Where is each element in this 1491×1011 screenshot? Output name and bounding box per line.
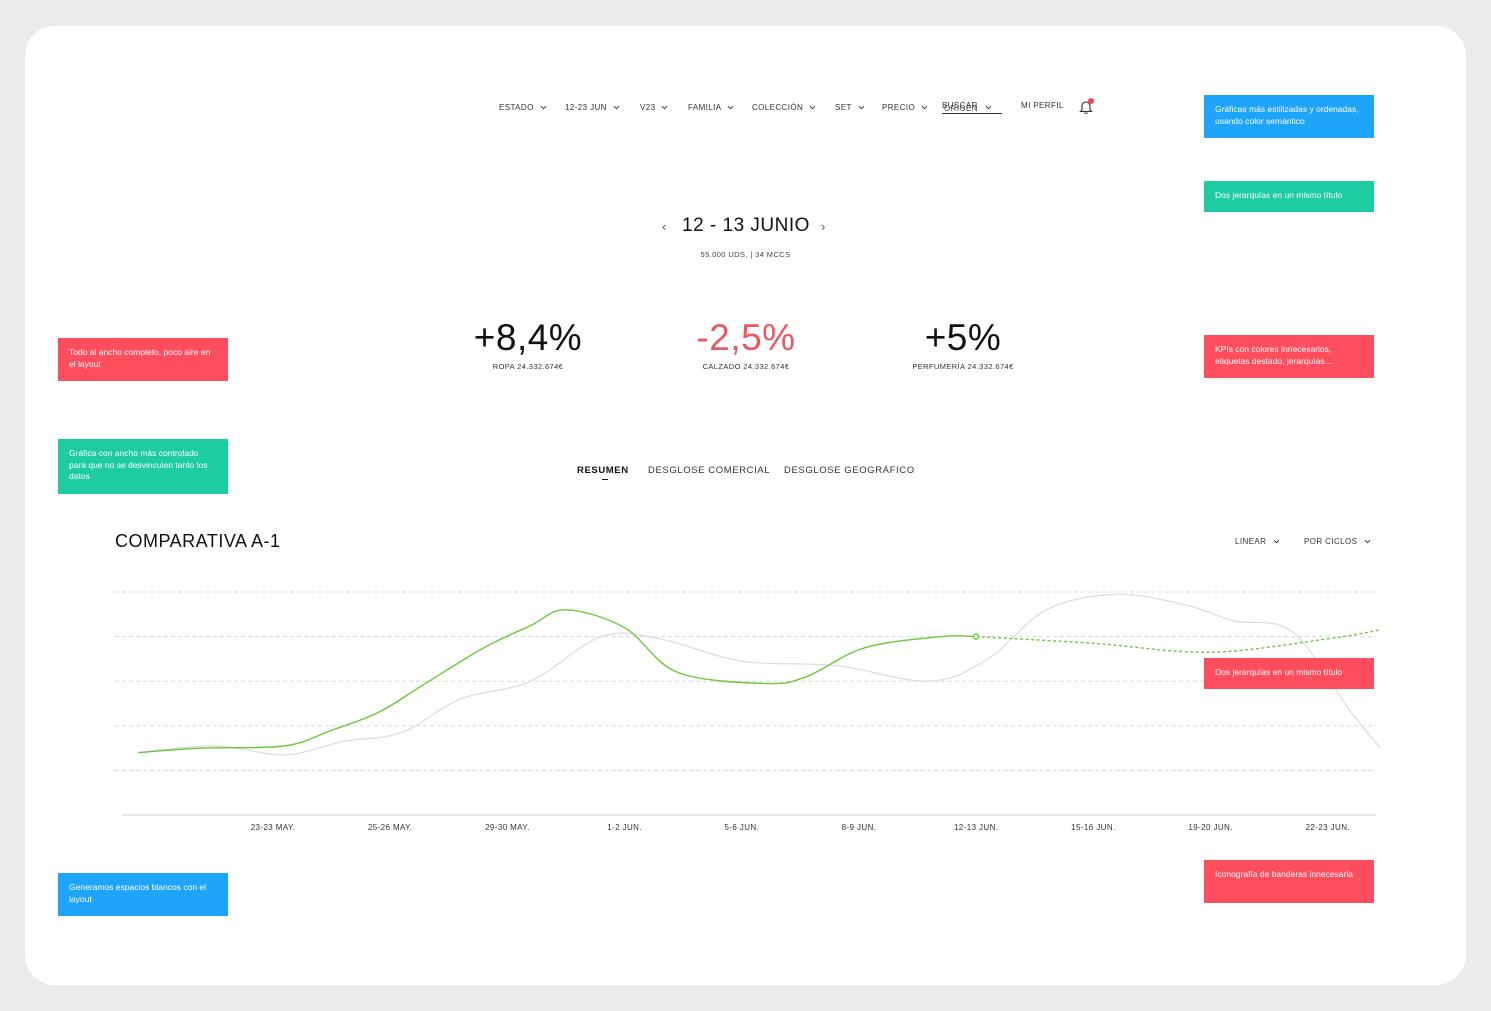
chevron-down-icon — [808, 103, 817, 112]
chevron-down-icon — [857, 103, 866, 112]
search-placeholder: BUSCAR — [942, 101, 978, 110]
chevron-down-icon — [1363, 537, 1372, 546]
cycle-dropdown[interactable]: POR CICLOS — [1304, 537, 1372, 546]
series-line-current_projection — [976, 629, 1381, 653]
x-tick-label: 25-26 MAY. — [368, 823, 413, 832]
filter-fecha-label: 12-23 JUN — [565, 103, 607, 112]
prev-date-button[interactable]: ‹ — [662, 219, 667, 234]
filter-precio-label: PRECIO — [882, 103, 916, 112]
chevron-down-icon — [1272, 537, 1281, 546]
chart-title: COMPARATIVA A-1 — [115, 531, 281, 551]
chevron-down-icon — [612, 103, 621, 112]
x-tick-label: 19-20 JUN. — [1188, 823, 1232, 832]
x-tick-label: 23-23 MAY. — [251, 823, 296, 832]
kpi-value: -2,5% — [696, 317, 796, 358]
filter-familia-label: FAMILIA — [688, 103, 722, 112]
note-ancho-controlado: Gráfica con ancho más controlado para qu… — [58, 439, 228, 494]
kpi-ropa: +8,4% ROPA 24.332.674€ — [428, 317, 628, 371]
filter-coleccion[interactable]: COLECCIÓN — [752, 103, 817, 112]
tab-desglose-geografico[interactable]: DESGLOSE GEOGRÁFICO — [784, 465, 915, 476]
filter-origen-label: ORIGEN — [944, 104, 978, 113]
x-tick-label: 8-9 JUN. — [842, 823, 877, 832]
kpi-value: +8,4% — [473, 317, 583, 358]
filter-coleccion-label: COLECCIÓN — [752, 103, 804, 112]
x-tick-labels: 23-23 MAY. 25-26 MAY. 29-30 MAY. 1-2 JUN. 5-… — [251, 823, 1350, 832]
chevron-down-icon — [660, 103, 669, 112]
bell-icon[interactable] — [1079, 98, 1095, 114]
kpi-value: +5% — [924, 317, 1002, 358]
x-tick-label: 12-13 JUN. — [954, 823, 998, 832]
active-tab-indicator — [602, 479, 608, 480]
kpi-label: PERFUMERÍA 24.332.674€ — [912, 362, 1014, 371]
tab-resumen[interactable]: RESUMEN — [577, 465, 629, 476]
cycle-dropdown-label: POR CICLOS — [1304, 537, 1358, 546]
notification-dot — [1088, 98, 1094, 104]
series-line-current — [138, 609, 977, 754]
filter-set-label: SET — [835, 103, 852, 112]
chevron-down-icon — [539, 103, 548, 112]
current-point-marker[interactable] — [973, 633, 980, 640]
filter-temporada[interactable]: V23 — [640, 103, 669, 112]
search-input[interactable]: BUSCAR ORIGEN — [942, 100, 1002, 114]
note-kpis: KPIs con colores innecesarios, etiquetas… — [1204, 335, 1374, 378]
kpi-perfumeria: +5% PERFUMERÍA 24.332.674€ — [863, 317, 1063, 371]
filter-fecha[interactable]: 12-23 JUN — [565, 103, 621, 112]
filter-estado[interactable]: ESTADO — [499, 103, 548, 112]
kpi-label: ROPA 24.332.674€ — [492, 362, 564, 371]
tab-desglose-comercial[interactable]: DESGLOSE COMERCIAL — [648, 465, 771, 476]
chevron-down-icon[interactable] — [984, 103, 993, 114]
chevron-down-icon — [920, 103, 929, 112]
chevron-down-icon — [726, 103, 735, 112]
date-title: 12 - 13 JUNIO — [682, 215, 810, 236]
note-espacios-blancos: Generamos espacios blancos con el layout — [58, 873, 228, 916]
x-tick-label: 5-6 JUN. — [724, 823, 759, 832]
filter-set[interactable]: SET — [835, 103, 866, 112]
kpi-calzado: -2,5% CALZADO 24.332.674€ — [646, 317, 846, 371]
chart-grid — [115, 591, 1376, 771]
series-line-previous — [138, 593, 1382, 756]
note-jerarquias-titulo-2: Dos jerarquías en un mismo título — [1204, 658, 1374, 689]
kpi-label: CALZADO 24.332.674€ — [702, 362, 790, 371]
scale-dropdown-label: LINEAR — [1235, 537, 1267, 546]
note-jerarquias-titulo: Dos jerarquías en un mismo título — [1204, 181, 1374, 212]
x-tick-label: 1-2 JUN. — [607, 823, 642, 832]
scale-dropdown[interactable]: LINEAR — [1235, 537, 1281, 546]
chart-series — [138, 593, 1382, 756]
note-ancho-completo: Todo al ancho completo, poco aire en el … — [58, 338, 228, 381]
x-tick-label: 15-16 JUN. — [1071, 823, 1115, 832]
date-subtitle: 55.000 UDS. | 34 MCCS — [700, 250, 791, 259]
filter-familia[interactable]: FAMILIA — [688, 103, 735, 112]
filter-precio[interactable]: PRECIO — [882, 103, 929, 112]
note-graficas: Gráficas más estilizadas y ordenadas, us… — [1204, 95, 1374, 138]
next-date-button[interactable]: › — [821, 219, 826, 234]
filter-estado-label: ESTADO — [499, 103, 534, 112]
x-tick-label: 29-30 MAY. — [485, 823, 530, 832]
profile-link[interactable]: MI PERFIL — [1021, 101, 1064, 110]
filter-temporada-label: V23 — [640, 103, 656, 112]
x-tick-label: 22-23 JUN. — [1306, 823, 1350, 832]
note-banderas: Iconografía de banderas innecesaria — [1204, 860, 1374, 903]
